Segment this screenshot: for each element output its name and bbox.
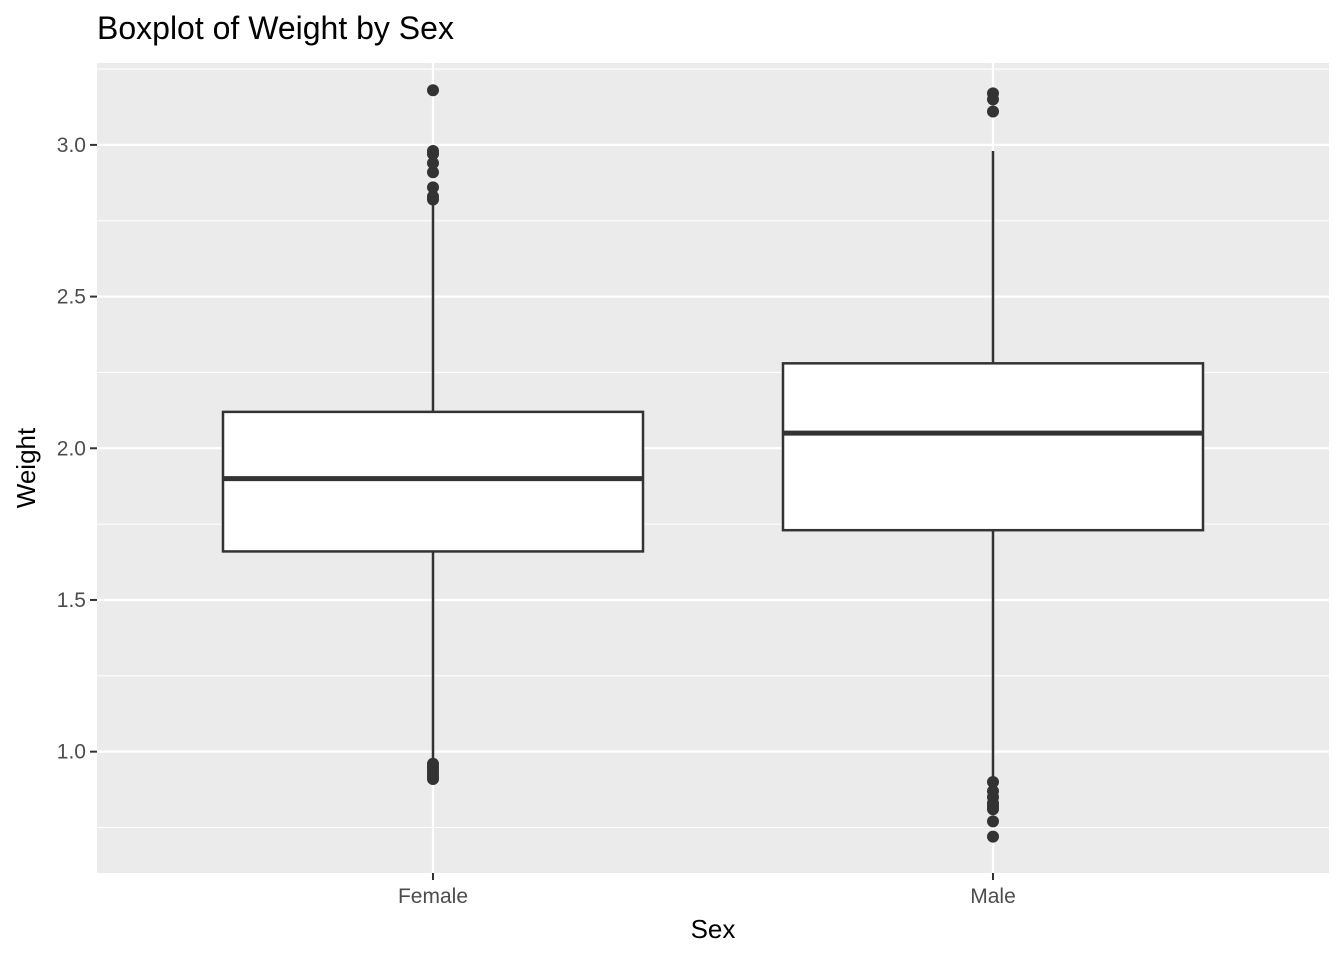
y-axis-title: Weight (11, 427, 41, 508)
y-tick-label: 2.5 (57, 286, 86, 309)
x-axis: Female Male (398, 873, 1016, 908)
iqr-box (781, 362, 1205, 532)
outlier-point (427, 157, 439, 170)
x-tick-label: Male (970, 885, 1016, 908)
box-male (781, 87, 1205, 843)
chart-title: Boxplot of Weight by Sex (97, 10, 454, 46)
y-axis: 1.0 1.5 2.0 2.5 3.0 (57, 134, 97, 764)
iqr-box (221, 410, 645, 553)
outlier-point (987, 830, 999, 843)
y-tick-label: 1.5 (57, 589, 86, 612)
outlier-point (987, 105, 999, 118)
x-tick-label: Female (398, 885, 468, 908)
outlier-point (987, 815, 999, 828)
outlier-point (987, 87, 999, 100)
outlier-point (987, 775, 999, 788)
outlier-point (427, 84, 439, 97)
outlier-point (427, 190, 439, 203)
y-tick-label: 3.0 (57, 134, 86, 157)
y-tick-label: 2.0 (57, 437, 86, 460)
outlier-point (427, 166, 439, 179)
boxes (221, 84, 1205, 843)
outlier-point (987, 785, 999, 798)
outlier-point (427, 144, 439, 157)
outlier-point (427, 181, 439, 194)
y-tick-label: 1.0 (57, 741, 86, 764)
x-axis-title: Sex (691, 914, 736, 944)
box-female (221, 84, 645, 785)
outlier-point (427, 757, 439, 770)
